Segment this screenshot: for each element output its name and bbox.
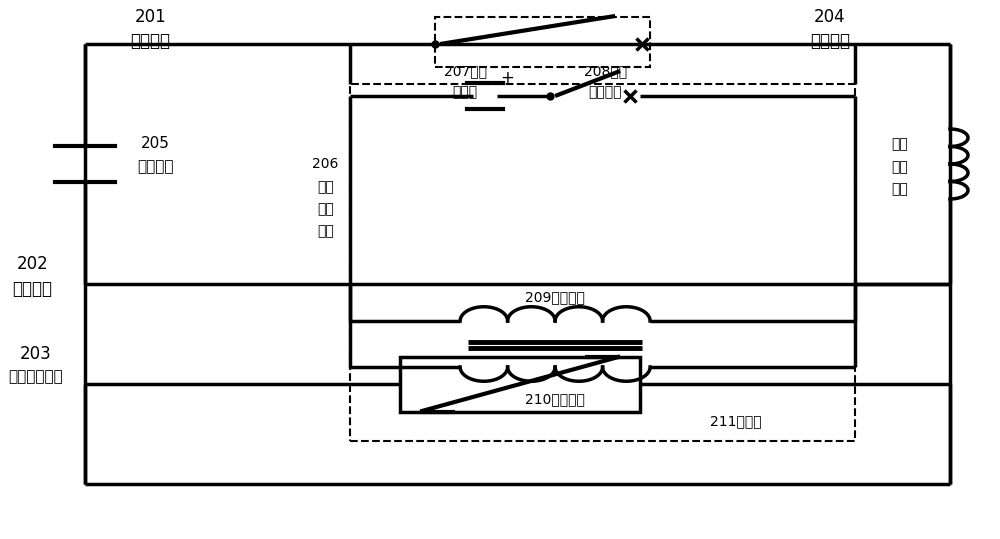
Text: 201: 201 bbox=[134, 8, 166, 26]
Text: 209原边线圈: 209原边线圈 bbox=[525, 290, 585, 304]
Text: 电电容: 电电容 bbox=[453, 85, 478, 99]
Text: 通流支路: 通流支路 bbox=[130, 32, 170, 50]
Text: 205: 205 bbox=[141, 136, 170, 151]
Text: 高压电容: 高压电容 bbox=[137, 160, 173, 175]
Text: 电路: 电路 bbox=[317, 224, 334, 238]
Text: 203: 203 bbox=[19, 345, 51, 363]
Bar bbox=[350, 84, 855, 441]
Text: 机械开关: 机械开关 bbox=[810, 32, 850, 50]
Text: 电感: 电感 bbox=[892, 182, 908, 196]
Text: +: + bbox=[500, 69, 514, 87]
Text: 驱动: 驱动 bbox=[317, 202, 334, 216]
Text: 换流: 换流 bbox=[317, 180, 334, 194]
Text: 208快速: 208快速 bbox=[584, 64, 627, 78]
Text: 206: 206 bbox=[312, 157, 338, 171]
Text: 202: 202 bbox=[16, 255, 48, 273]
Bar bbox=[435, 17, 650, 67]
Text: 换流支路: 换流支路 bbox=[12, 280, 52, 298]
Text: 导通开关: 导通开关 bbox=[588, 85, 622, 99]
Text: 211遮雷器: 211遮雷器 bbox=[710, 414, 762, 428]
Text: 207预充: 207预充 bbox=[444, 64, 487, 78]
Text: 杂散: 杂散 bbox=[892, 160, 908, 174]
Text: 吸能限压支路: 吸能限压支路 bbox=[8, 370, 63, 384]
Bar bbox=[400, 356, 640, 411]
Text: 204: 204 bbox=[814, 8, 846, 26]
Text: 210副边线圈: 210副边线圈 bbox=[525, 392, 585, 406]
Text: 回路: 回路 bbox=[892, 137, 908, 151]
